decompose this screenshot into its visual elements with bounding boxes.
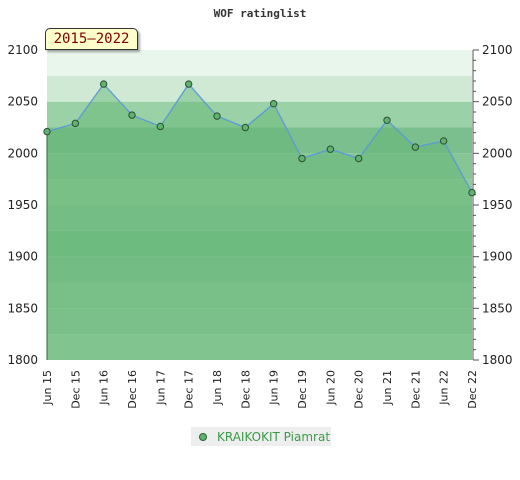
data-point bbox=[411, 143, 420, 151]
x-tick-label: Jun 16 bbox=[98, 370, 111, 406]
x-tick-label: Dec 18 bbox=[239, 370, 252, 409]
data-point bbox=[269, 100, 278, 108]
x-tick-label: Dec 20 bbox=[353, 370, 366, 409]
x-tick-label: Jun 21 bbox=[381, 370, 394, 406]
data-points bbox=[43, 80, 476, 197]
data-point bbox=[326, 145, 335, 153]
y-tick-label-right: 1950 bbox=[482, 198, 513, 212]
x-tick-label: Jun 15 bbox=[41, 370, 54, 406]
data-point bbox=[128, 111, 136, 119]
series-line bbox=[46, 83, 473, 193]
chart-title: WOF ratinglist bbox=[214, 7, 307, 20]
y-tick-label-left: 1850 bbox=[7, 301, 38, 315]
y-tick-label-right: 1850 bbox=[482, 301, 513, 315]
legend[interactable]: KRAIKOKIT Piamrat bbox=[191, 427, 331, 446]
y-axis-left: 1800 1850 1900 1950 2000 2050 2100 bbox=[7, 43, 38, 367]
x-axis: Jun 15 Dec 15 Jun 16 Dec 16 Jun 17 Dec 17 Jun … bbox=[41, 370, 479, 409]
x-tick-label: Jun 20 bbox=[324, 370, 337, 406]
background-band bbox=[47, 101, 472, 128]
y-axis-right: 1800 1850 1900 1950 2000 2050 2100 bbox=[472, 43, 513, 367]
x-tick-label: Dec 19 bbox=[296, 370, 309, 409]
y-tick-label-left: 2050 bbox=[7, 95, 38, 109]
y-tick-label-left: 1950 bbox=[7, 198, 38, 212]
x-tick-label: Jun 19 bbox=[268, 370, 281, 406]
legend-series-name: KRAIKOKIT Piamrat bbox=[217, 429, 331, 444]
data-point bbox=[71, 119, 80, 128]
background-band bbox=[47, 179, 472, 205]
legend-marker-icon bbox=[199, 432, 207, 441]
background-band bbox=[47, 153, 472, 180]
data-point bbox=[468, 188, 476, 197]
y-tick-label-left: 1800 bbox=[7, 353, 38, 367]
area-layer bbox=[46, 83, 473, 360]
background-bands bbox=[47, 50, 472, 360]
y-tick-label-right: 1800 bbox=[482, 353, 513, 367]
y-tick-label-right: 2000 bbox=[482, 146, 513, 160]
y-tick-label-right: 1900 bbox=[482, 250, 513, 264]
data-point bbox=[439, 137, 448, 145]
data-point bbox=[43, 127, 51, 136]
data-point bbox=[184, 80, 193, 88]
x-tick-label: Dec 17 bbox=[183, 370, 196, 409]
data-point bbox=[99, 80, 108, 88]
x-tick-label: Jun 22 bbox=[438, 370, 451, 406]
data-point bbox=[298, 154, 306, 163]
background-band bbox=[47, 308, 472, 335]
period-label: 2015–2022 bbox=[45, 28, 138, 50]
data-point bbox=[354, 154, 363, 163]
x-tick-label: Dec 21 bbox=[409, 370, 422, 409]
y-tick-label-left: 2100 bbox=[7, 43, 38, 57]
y-tick-label-left: 2000 bbox=[7, 146, 38, 160]
background-band bbox=[47, 256, 472, 283]
series-area bbox=[47, 84, 472, 360]
background-band bbox=[47, 334, 472, 360]
background-band bbox=[47, 50, 472, 76]
data-point bbox=[156, 122, 165, 131]
x-tick-label: Jun 18 bbox=[211, 370, 224, 406]
x-tick-label: Dec 22 bbox=[466, 370, 479, 409]
y-tick-label-right: 2050 bbox=[482, 95, 513, 109]
y-tick-label-right: 2100 bbox=[482, 43, 513, 57]
y-tick-label-left: 1900 bbox=[7, 250, 38, 264]
background-band bbox=[47, 282, 472, 309]
data-point bbox=[241, 123, 250, 132]
data-point bbox=[213, 112, 221, 120]
x-tick-label: Dec 16 bbox=[126, 370, 139, 409]
background-band bbox=[47, 75, 472, 102]
x-tick-label: Jun 17 bbox=[154, 370, 167, 406]
background-band bbox=[47, 230, 472, 257]
x-tick-label: Dec 15 bbox=[69, 370, 82, 409]
background-band bbox=[47, 127, 472, 154]
background-band bbox=[47, 205, 472, 231]
data-point bbox=[383, 116, 391, 124]
